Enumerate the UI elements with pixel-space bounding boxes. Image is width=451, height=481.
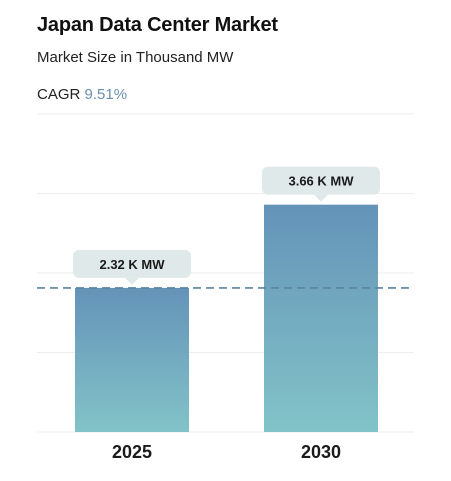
data-label-pointer (314, 194, 328, 202)
data-label-2030: 3.66 K MW (262, 166, 380, 202)
bar-2030 (264, 204, 378, 432)
bar-2025 (75, 287, 189, 432)
bars (75, 204, 378, 432)
data-label-text: 3.66 K MW (288, 174, 354, 189)
data-labels: 2.32 K MW 3.66 K MW (73, 166, 380, 285)
data-label-pointer (125, 277, 139, 285)
cagr-indicator: CAGR 9.51% (37, 86, 127, 103)
cagr-label: CAGR (37, 86, 81, 103)
chart-title: Japan Data Center Market (37, 14, 278, 36)
chart-subtitle: Market Size in Thousand MW (37, 49, 234, 66)
data-label-text: 2.32 K MW (99, 257, 165, 272)
data-label-box (73, 249, 191, 278)
data-label-2025: 2.32 K MW (73, 249, 191, 285)
data-label-box (262, 166, 380, 195)
cagr-value: 9.51% (84, 86, 128, 103)
x-axis-ticks: 2025 2030 (112, 442, 341, 462)
x-tick-label-2030: 2030 (301, 442, 341, 462)
x-tick-label-2025: 2025 (112, 442, 152, 462)
